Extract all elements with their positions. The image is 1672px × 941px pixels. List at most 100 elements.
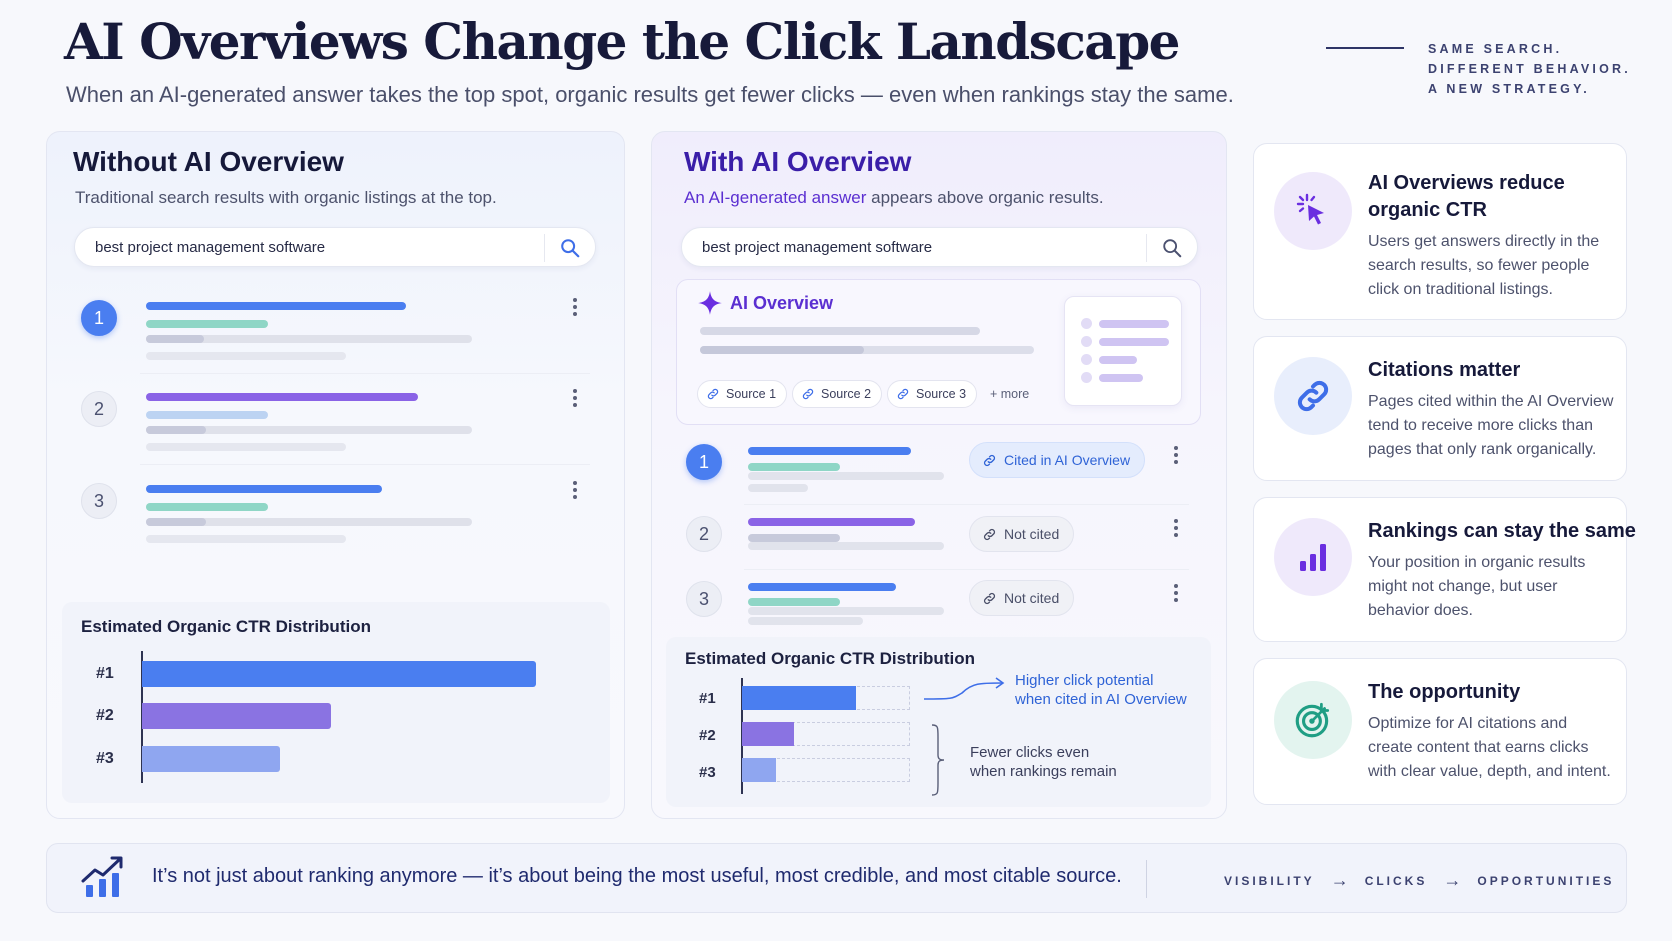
result-rank-badge: 2 xyxy=(81,391,117,427)
arrow-right-icon: → xyxy=(1330,870,1349,890)
more-options-icon[interactable] xyxy=(1173,584,1179,604)
ctr-y-axis xyxy=(141,651,143,783)
insight-card-opportunity: The opportunity Optimize for AI citation… xyxy=(1253,658,1627,805)
ai-answer-line xyxy=(700,346,1034,354)
source-chip[interactable]: Source 3 xyxy=(887,380,978,408)
card-title-line: AI Overviews reduce xyxy=(1368,172,1565,194)
result-snippet-line xyxy=(748,484,808,492)
card-body-line: create content that earns clicks xyxy=(1368,739,1589,756)
insight-card-ctr: AI Overviews reduce organic CTR Users ge… xyxy=(1253,143,1627,320)
card-title-line: Citations matter xyxy=(1368,359,1521,381)
status-badge-label: Not cited xyxy=(1004,526,1060,542)
annotation-line: Fewer clicks even xyxy=(970,744,1090,761)
ctr-bar xyxy=(742,722,794,746)
ai-overview-label: AI Overview xyxy=(730,293,834,313)
result-snippet-line xyxy=(146,443,346,451)
result-snippet-line xyxy=(748,542,944,550)
result-title-line[interactable] xyxy=(146,485,382,493)
card-title-line: Rankings can stay the same xyxy=(1368,520,1636,542)
result-url-line xyxy=(748,598,840,606)
result-divider xyxy=(744,569,1189,570)
card-title: Rankings can stay the same xyxy=(1368,518,1636,545)
result-rank-badge: 1 xyxy=(686,444,722,480)
result-snippet-line xyxy=(748,617,863,625)
result-divider xyxy=(744,504,1189,505)
funnel-step: CLICKS xyxy=(1364,873,1428,888)
result-rank-badge: 3 xyxy=(81,483,117,519)
left-panel-description: Traditional search results with organic … xyxy=(75,188,497,207)
preview-dot xyxy=(1081,318,1092,329)
result-title-line[interactable] xyxy=(146,393,418,401)
search-divider xyxy=(544,234,545,262)
result-title-line[interactable] xyxy=(146,302,406,310)
right-panel-title: With AI Overview xyxy=(684,146,912,177)
more-options-icon[interactable] xyxy=(572,389,578,409)
preview-dot xyxy=(1081,354,1092,365)
search-bar[interactable]: best project management software xyxy=(681,227,1198,267)
funnel-step: VISIBILITY xyxy=(1224,873,1315,888)
tagline-line: SAME SEARCH. xyxy=(1428,42,1563,56)
result-url-line xyxy=(146,503,268,511)
ctr-y-axis xyxy=(741,678,743,794)
target-icon xyxy=(1274,681,1352,759)
more-options-icon[interactable] xyxy=(1173,446,1179,466)
search-icon[interactable] xyxy=(559,237,581,259)
ai-answer-line xyxy=(700,346,864,354)
source-chip[interactable]: Source 1 xyxy=(697,380,788,408)
source-chip[interactable]: Source 2 xyxy=(792,380,883,408)
result-title-line[interactable] xyxy=(748,583,896,591)
funnel-step: OPPORTUNITIES xyxy=(1477,873,1615,888)
result-snippet-line xyxy=(146,535,346,543)
ctr-chart-title: Estimated Organic CTR Distribution xyxy=(685,649,975,668)
card-body-line: search results, so fewer people xyxy=(1368,257,1590,274)
card-body: Optimize for AI citations and create con… xyxy=(1368,712,1611,784)
search-query[interactable]: best project management software xyxy=(702,239,933,256)
result-url-line xyxy=(748,534,840,542)
card-body-line: click on traditional listings. xyxy=(1368,281,1553,298)
insight-card-rankings: Rankings can stay the same Your position… xyxy=(1253,497,1636,642)
annotation-arrow xyxy=(923,677,1005,700)
result-url-line xyxy=(748,463,840,471)
tagline-divider xyxy=(1326,47,1404,49)
more-options-icon[interactable] xyxy=(572,298,578,318)
result-snippet-line xyxy=(146,518,472,526)
source-chip-label: Source 3 xyxy=(916,387,967,401)
link-icon xyxy=(707,388,719,400)
footer-divider xyxy=(1146,860,1147,898)
preview-line xyxy=(1099,320,1169,328)
ctr-label: #2 xyxy=(96,707,114,724)
more-sources-link[interactable]: + more xyxy=(990,387,1030,401)
card-body-line: behavior does. xyxy=(1368,602,1473,619)
status-badge-label: Cited in AI Overview xyxy=(1004,452,1131,468)
link-icon xyxy=(983,592,996,604)
result-rank-badge: 1 xyxy=(81,300,117,336)
annotation-line: when rankings remain xyxy=(970,763,1117,780)
search-query[interactable]: best project management software xyxy=(95,239,326,256)
description-highlight: An AI-generated answer xyxy=(684,188,867,207)
result-title-line[interactable] xyxy=(748,447,911,455)
left-panel-title: Without AI Overview xyxy=(73,146,344,177)
more-options-icon[interactable] xyxy=(1173,519,1179,539)
ctr-bar xyxy=(142,746,280,772)
tagline: SAME SEARCH. DIFFERENT BEHAVIOR. A NEW S… xyxy=(1428,39,1631,99)
preview-line xyxy=(1099,374,1143,382)
tagline-line: A NEW STRATEGY. xyxy=(1428,82,1590,96)
description-rest: appears above organic results. xyxy=(866,188,1104,207)
preview-dot xyxy=(1081,372,1092,383)
not-cited-status-badge: Not cited xyxy=(969,516,1075,552)
more-options-icon[interactable] xyxy=(572,481,578,501)
source-chip-label: Source 2 xyxy=(821,387,872,401)
growth-chart-icon xyxy=(81,856,123,897)
result-snippet-line xyxy=(146,335,204,343)
search-icon[interactable] xyxy=(1161,237,1183,259)
result-title-line[interactable] xyxy=(748,518,915,526)
insight-card-citations: Citations matter Pages cited within the … xyxy=(1253,336,1627,481)
cited-status-badge: Cited in AI Overview xyxy=(969,442,1146,478)
search-bar[interactable]: best project management software xyxy=(74,227,596,267)
result-url-line xyxy=(146,411,268,419)
result-snippet-line xyxy=(146,426,206,434)
ctr-bar xyxy=(742,758,776,782)
ctr-bar xyxy=(142,661,536,687)
ctr-potential-outline xyxy=(742,758,910,782)
card-body: Pages cited within the AI Overview tend … xyxy=(1368,390,1613,462)
